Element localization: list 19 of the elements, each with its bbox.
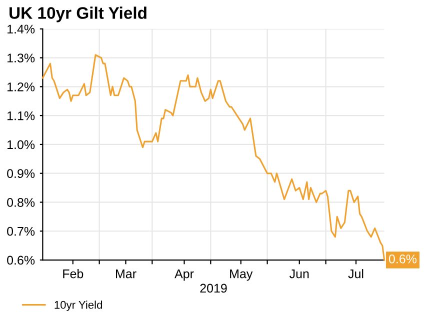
x-tick-label: Jul [348, 269, 364, 278]
y-tick-label: 1.3% [8, 54, 35, 62]
annotation: 0.6% [388, 254, 417, 264]
x-tick-label: Feb [63, 269, 84, 278]
x-axis-title: 2019 [200, 284, 227, 293]
x-tick-label: Jun [289, 269, 309, 278]
y-tick-label: 0.8% [7, 198, 35, 207]
legend-label: 10yr Yield [54, 300, 102, 311]
y-tick-label: 1.1% [8, 111, 35, 120]
y-tick-label: 0.6% [7, 256, 35, 265]
y-tick-label: 0.9% [7, 169, 35, 178]
y-tick-label: 1.0% [8, 140, 35, 150]
y-tick-label: 0.7% [7, 226, 35, 236]
y-tick-label: 1.4% [8, 24, 35, 34]
y-tick-label: 1.2% [8, 82, 35, 92]
x-tick-label: Apr [174, 269, 194, 281]
x-tick-label: Mar [116, 269, 136, 278]
x-tick-label: May [230, 269, 253, 281]
chart-title: UK 10yr Gilt Yield [10, 6, 146, 22]
